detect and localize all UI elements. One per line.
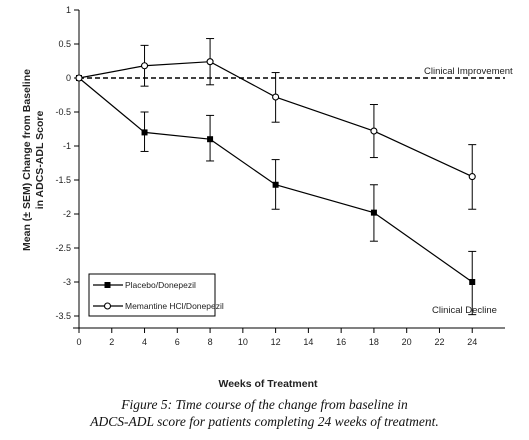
data-point-memantine <box>272 93 280 101</box>
y-tick-label: -1.5 <box>55 175 71 185</box>
data-point-memantine <box>468 173 476 181</box>
y-tick-label: -2.5 <box>55 243 71 253</box>
series-line-placebo <box>78 77 473 283</box>
data-point-placebo <box>469 279 476 285</box>
x-tick-label: 0 <box>76 337 81 347</box>
chart-svg: 10.50-0.5-1-1.5-2-2.5-3-3.50 2 4 6 8 10 12 14 16… <box>21 5 513 390</box>
y-tick-label: 0 <box>66 73 71 83</box>
caption-line-2: ADCS-ADL score for patients completing 2… <box>90 414 439 429</box>
y-tick-label: -1 <box>63 141 71 151</box>
y-tick-label: -3.5 <box>55 311 71 321</box>
x-tick-label: 2 <box>109 337 114 347</box>
x-tick-label: 18 <box>369 337 379 347</box>
x-tick-label: 4 <box>142 337 147 347</box>
legend-box <box>88 273 216 317</box>
data-point-memantine <box>140 62 149 70</box>
figure-caption: Figure 5: Time course of the change from… <box>0 396 529 430</box>
legend-marker-memantine <box>103 302 112 310</box>
y-tick-label: -3 <box>63 277 71 287</box>
x-tick-label: 14 <box>303 337 313 347</box>
legend-label-placebo: Placebo/Donepezil <box>125 280 196 290</box>
annotation-clinical-improvement: Clinical Improvement <box>424 66 513 77</box>
legend: Placebo/Donepezil Memantine HCl/Donepezi… <box>88 273 224 317</box>
y-tick-label: -0.5 <box>55 107 71 117</box>
data-point-memantine <box>75 74 83 82</box>
y-axis-label-line-1: Mean (± SEM) Change from Baseline <box>21 69 33 251</box>
annotation-clinical-decline: Clinical Decline <box>432 305 497 316</box>
y-axis-label-line-2: in ADCS-ADL Score <box>34 111 46 210</box>
x-tick-label: 24 <box>467 337 477 347</box>
x-tick-label: 12 <box>271 337 281 347</box>
x-tick-label: 16 <box>336 337 346 347</box>
data-point-placebo <box>272 181 279 188</box>
x-axis-label: Weeks of Treatment <box>218 378 318 390</box>
axes: 10.50-0.5-1-1.5-2-2.5-3-3.50 2 4 6 8 10 12 14 16… <box>55 5 505 347</box>
data-point-placebo <box>207 136 214 143</box>
legend-label-memantine: Memantine HCl/Donepezil <box>125 301 224 311</box>
y-tick-label: 1 <box>66 5 71 15</box>
series-group <box>75 38 477 316</box>
x-tick-label: 22 <box>434 337 444 347</box>
data-point-placebo <box>370 209 377 216</box>
x-tick-label: 6 <box>175 337 180 347</box>
data-point-placebo <box>141 129 148 136</box>
x-tick-label: 20 <box>402 337 412 347</box>
x-tick-label: 10 <box>238 337 248 347</box>
series-line-memantine <box>78 61 473 178</box>
y-tick-label: 0.5 <box>58 39 71 49</box>
x-tick-label: 8 <box>208 337 213 347</box>
data-point-memantine <box>206 58 214 66</box>
y-tick-label: -2 <box>63 209 71 219</box>
caption-line-1: Figure 5: Time course of the change from… <box>121 397 408 412</box>
data-point-memantine <box>370 127 378 135</box>
legend-marker-placebo <box>104 282 111 288</box>
